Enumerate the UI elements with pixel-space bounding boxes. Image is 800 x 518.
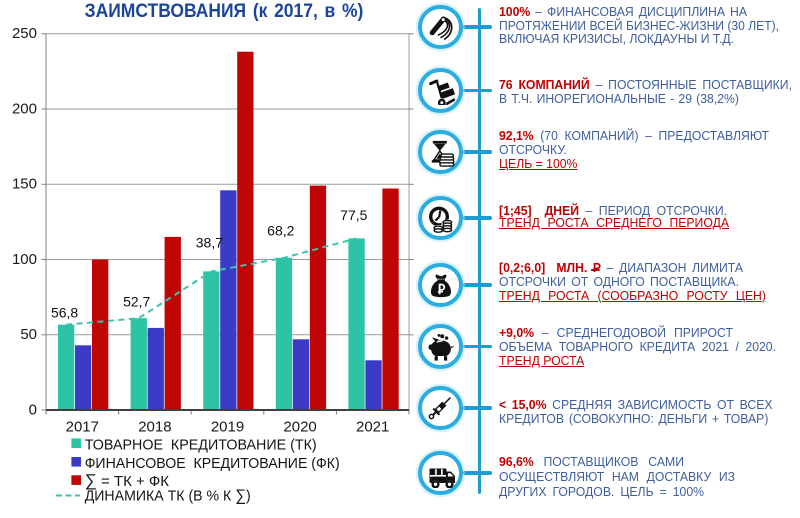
- svg-text:ФИНАНСОВОЕ КРЕДИТОВАНИЕ (ФК): ФИНАНСОВОЕ КРЕДИТОВАНИЕ (ФК): [85, 455, 340, 472]
- svg-text:50: 50: [20, 326, 37, 343]
- svg-text:56,8: 56,8: [51, 305, 78, 321]
- svg-text:77,5: 77,5: [340, 207, 367, 223]
- svg-text:100: 100: [12, 251, 37, 268]
- svg-text:2020: 2020: [283, 418, 316, 435]
- svg-text:52,7: 52,7: [123, 294, 150, 310]
- svg-text:2019: 2019: [211, 418, 244, 435]
- svg-text:ДИНАМИКА ТК (В % К ∑): ДИНАМИКА ТК (В % К ∑): [85, 487, 251, 504]
- svg-text:0: 0: [29, 401, 37, 418]
- svg-text:250: 250: [12, 25, 37, 42]
- svg-text:ТОВАРНОЕ КРЕДИТОВАНИЕ (ТК): ТОВАРНОЕ КРЕДИТОВАНИЕ (ТК): [85, 436, 317, 453]
- svg-text:2018: 2018: [138, 418, 171, 435]
- svg-text:68,2: 68,2: [267, 223, 294, 239]
- svg-text:150: 150: [12, 176, 37, 193]
- svg-text:38,7: 38,7: [196, 234, 223, 250]
- svg-text:∑ = ТК + ФК: ∑ = ТК + ФК: [85, 471, 170, 490]
- svg-text:2017: 2017: [66, 418, 99, 435]
- svg-text:200: 200: [12, 100, 37, 117]
- svg-text:2021: 2021: [356, 418, 389, 435]
